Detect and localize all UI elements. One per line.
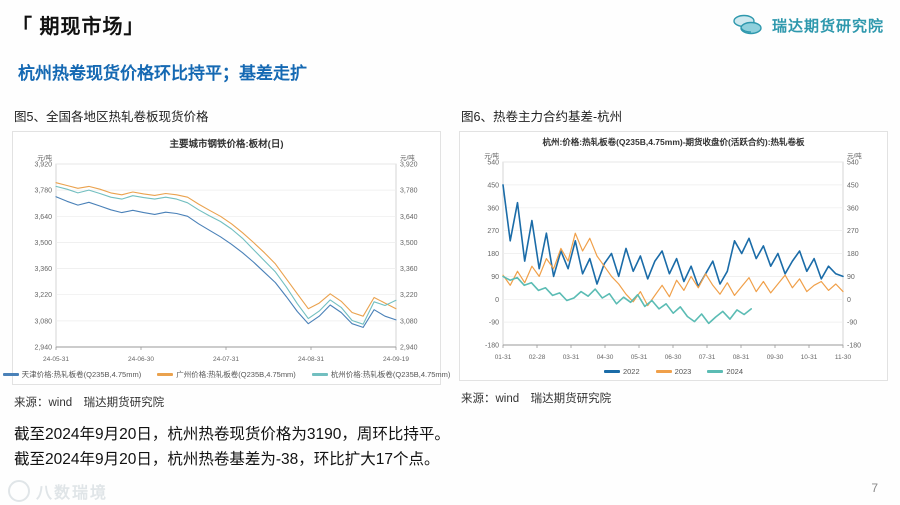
svg-text:180: 180 [847, 251, 859, 258]
figure6-chart-title: 杭州:价格:热轧板卷(Q235B,4.75mm)-期货收盘价(活跃合约):热轧卷… [542, 137, 805, 147]
svg-text:3,080: 3,080 [400, 318, 418, 325]
svg-text:05-31: 05-31 [631, 354, 648, 361]
svg-text:01-31: 01-31 [495, 354, 512, 361]
slide-subtitle: 杭州热卷现货价格环比持平；基差走扩 [18, 64, 307, 83]
figure5-panel: 图5、全国各地区热轧卷板现货价格 主要城市钢铁价格:板材(日) 2,940 2,9… [2, 106, 450, 410]
svg-text:03-31: 03-31 [563, 354, 580, 361]
svg-text:360: 360 [487, 205, 499, 212]
svg-text:3,920: 3,920 [400, 162, 418, 169]
legend-marker-icon [157, 373, 174, 376]
figure5-chart: 2,940 2,940 3,080 3,080 3,220 3,220 3,360 3,360… [34, 153, 418, 363]
svg-text:3,920: 3,920 [34, 162, 52, 169]
legend-marker-icon [311, 373, 328, 376]
conclusion-notes: 截至2024年9月20日，杭州热卷现货价格为3190，周环比持平。 截至2024… [14, 423, 900, 473]
svg-text:180: 180 [487, 251, 499, 258]
watermark-logo-icon [8, 480, 30, 502]
svg-text:3,220: 3,220 [400, 292, 418, 299]
figure6-panel: 图6、热卷主力合约基差-杭州 杭州:价格:热轧板卷(Q235B,4.75mm)-… [459, 106, 888, 410]
svg-text:11-30: 11-30 [835, 354, 852, 361]
svg-text:450: 450 [487, 182, 499, 189]
svg-text:3,780: 3,780 [400, 188, 418, 195]
svg-text:06-30: 06-30 [665, 354, 682, 361]
svg-text:3,640: 3,640 [34, 214, 52, 221]
svg-text:24-08-31: 24-08-31 [298, 356, 324, 363]
svg-text:09-30: 09-30 [767, 354, 784, 361]
svg-text:08-31: 08-31 [733, 354, 750, 361]
svg-text:3,080: 3,080 [34, 318, 52, 325]
header: 「 期现市场」 瑞达期货研究院 [0, 0, 900, 39]
svg-text:540: 540 [487, 160, 499, 167]
brand-logo: 瑞达期货研究院 [732, 12, 884, 38]
legend-marker-icon [2, 373, 19, 376]
legend-marker-icon [707, 370, 724, 373]
svg-text:-180: -180 [485, 343, 499, 350]
svg-text:270: 270 [847, 228, 859, 235]
svg-text:07-31: 07-31 [699, 354, 716, 361]
svg-text:元/吨: 元/吨 [847, 151, 862, 160]
page-title: 「 期现市场」 [12, 16, 145, 38]
watermark-text: 八数瑞境 [36, 485, 109, 502]
figure6-source: 来源：wind 瑞达期货研究院 [461, 393, 612, 405]
svg-text:24-06-30: 24-06-30 [128, 356, 154, 363]
charts-row: 图5、全国各地区热轧卷板现货价格 主要城市钢铁价格:板材(日) 2,940 2,9… [0, 106, 900, 410]
figure5-chart-title: 主要城市钢铁价格:板材(日) [169, 139, 284, 150]
figure5-legend: 天津价格:热轧板卷(Q235B,4.75mm) 广州价格:热轧板卷(Q235B,4… [2, 367, 450, 384]
svg-text:-90: -90 [847, 320, 857, 327]
figure5-caption: 图5、全国各地区热轧卷板现货价格 [14, 110, 209, 124]
figure6-legend: 2022 2023 2024 [463, 365, 884, 380]
svg-text:02-28: 02-28 [529, 354, 546, 361]
figure6-chart: -180 -180 -90 -90 0 0 90 90 180 180 270 270 360 360 45… [484, 151, 862, 361]
legend-item: 2022 [603, 367, 640, 376]
legend-item: 广州价格:热轧板卷(Q235B,4.75mm) [157, 369, 296, 380]
svg-text:3,220: 3,220 [34, 292, 52, 299]
svg-text:元/吨: 元/吨 [400, 153, 415, 162]
svg-text:10-31: 10-31 [801, 354, 818, 361]
legend-item: 杭州价格:热轧板卷(Q235B,4.75mm) [311, 369, 450, 380]
svg-text:元/吨: 元/吨 [37, 153, 52, 162]
svg-text:3,780: 3,780 [34, 188, 52, 195]
conclusion-line-1: 截至2024年9月20日，杭州热卷现货价格为3190，周环比持平。 [14, 426, 450, 443]
svg-text:360: 360 [847, 205, 859, 212]
figure6-chart-box: 杭州:价格:热轧板卷(Q235B,4.75mm)-期货收盘价(活跃合约):热轧卷… [459, 131, 888, 381]
svg-text:24-09-19: 24-09-19 [383, 356, 409, 363]
legend-marker-icon [655, 370, 672, 373]
svg-text:-180: -180 [847, 343, 861, 350]
svg-text:04-30: 04-30 [597, 354, 614, 361]
svg-text:0: 0 [495, 297, 499, 304]
svg-text:90: 90 [491, 274, 499, 281]
svg-text:3,640: 3,640 [400, 214, 418, 221]
figure5-source: 来源：wind 瑞达期货研究院 [14, 397, 165, 409]
svg-text:3,500: 3,500 [400, 240, 418, 247]
page-number: 7 [871, 481, 878, 495]
svg-text:2,940: 2,940 [400, 345, 418, 352]
svg-text:-90: -90 [489, 320, 499, 327]
svg-text:90: 90 [847, 274, 855, 281]
svg-text:24-05-31: 24-05-31 [43, 356, 69, 363]
coins-icon [732, 12, 766, 38]
legend-item: 2024 [707, 367, 743, 376]
legend-marker-icon [603, 370, 620, 373]
conclusion-line-2: 截至2024年9月20日，杭州热卷基差为-38，环比扩大17个点。 [14, 450, 440, 468]
svg-text:3,360: 3,360 [400, 266, 418, 273]
svg-text:24-07-31: 24-07-31 [213, 356, 239, 363]
figure6-caption: 图6、热卷主力合约基差-杭州 [461, 110, 623, 124]
legend-item: 2023 [655, 367, 691, 376]
svg-text:0: 0 [847, 297, 851, 304]
svg-text:3,360: 3,360 [34, 266, 52, 273]
svg-text:270: 270 [487, 228, 499, 235]
watermark: 八数瑞境 [8, 479, 108, 503]
legend-item: 天津价格:热轧板卷(Q235B,4.75mm) [2, 369, 141, 380]
svg-text:450: 450 [847, 182, 859, 189]
svg-text:3,500: 3,500 [34, 240, 52, 247]
brand-name: 瑞达期货研究院 [771, 17, 884, 35]
figure5-chart-box: 主要城市钢铁价格:板材(日) 2,940 2,940 3,080 3,080 3,220… [2, 131, 450, 385]
svg-text:元/吨: 元/吨 [484, 151, 499, 160]
svg-text:2,940: 2,940 [34, 345, 52, 352]
svg-text:540: 540 [847, 160, 859, 167]
